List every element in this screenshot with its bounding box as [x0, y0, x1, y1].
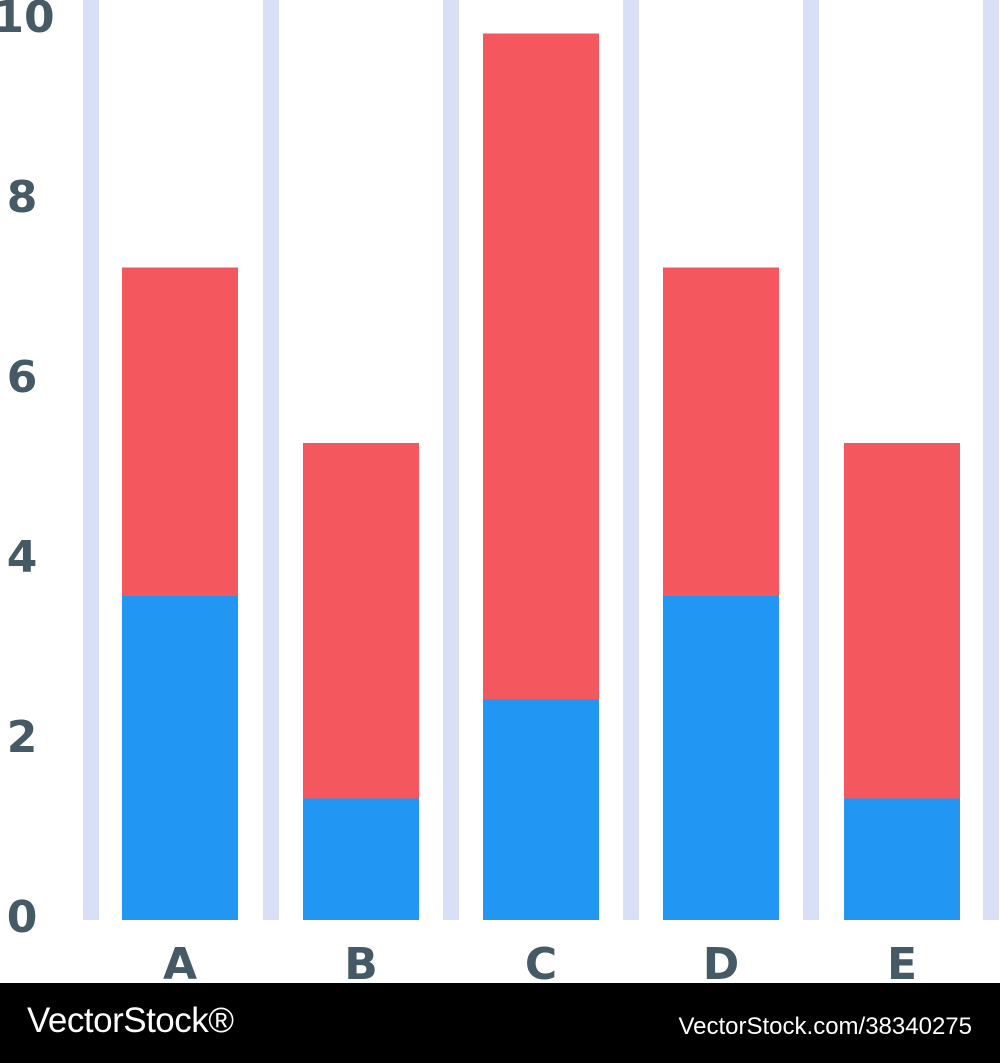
- x-tick-label-c: C: [525, 939, 557, 983]
- bar-c-segment-2: [483, 33, 599, 700]
- y-tick-label-6: 6: [7, 352, 38, 403]
- stacked-bar-chart: 0 2 4 6 8 10 A B C D E: [0, 0, 999, 983]
- bar-b-segment-2: [303, 443, 419, 799]
- grid-line-1: [263, 0, 279, 920]
- grid-line-4: [803, 0, 819, 920]
- x-tick-label-e: E: [887, 939, 917, 983]
- bar-e-segment-2: [844, 443, 960, 799]
- bar-a-segment-1: [122, 596, 238, 920]
- grid-line-5: [983, 0, 999, 920]
- bar-c-segment-1: [483, 699, 599, 920]
- bar-d-segment-1: [663, 596, 779, 920]
- bar-a-segment-2: [122, 267, 238, 596]
- y-tick-label-2: 2: [7, 712, 38, 763]
- bar-d-segment-2: [663, 267, 779, 596]
- watermark-brand: VectorStock®: [27, 1001, 234, 1040]
- grid-line-3: [623, 0, 639, 920]
- y-tick-label-4: 4: [7, 532, 38, 583]
- chart-area: 0 2 4 6 8 10 A B C D E: [0, 0, 999, 983]
- y-tick-label-0: 0: [7, 892, 38, 943]
- grid-line-0: [83, 0, 99, 920]
- x-tick-label-d: D: [703, 939, 740, 983]
- watermark-url: VectorStock.com/38340275: [678, 1013, 972, 1040]
- y-tick-label-8: 8: [7, 172, 38, 223]
- grid-line-2: [443, 0, 459, 920]
- x-tick-label-b: B: [344, 939, 378, 983]
- y-tick-label-10: 10: [0, 0, 55, 43]
- watermark-banner: VectorStock® VectorStock.com/38340275: [0, 983, 1000, 1063]
- x-tick-label-a: A: [163, 939, 197, 983]
- bar-e-segment-1: [844, 798, 960, 920]
- bar-b-segment-1: [303, 798, 419, 920]
